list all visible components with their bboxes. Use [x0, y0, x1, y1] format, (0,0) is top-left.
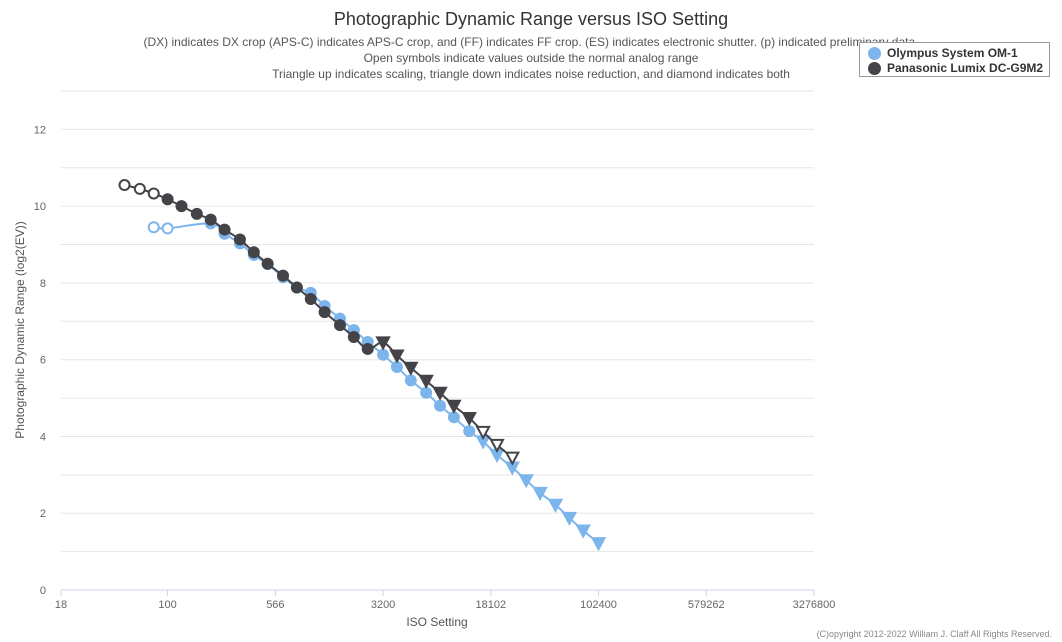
x-tick-label: 100 [158, 599, 176, 611]
data-point[interactable] [318, 306, 331, 319]
copyright-credit: (C)opyright 2012-2022 William J. Claff A… [817, 629, 1052, 639]
chart-legend: Olympus System OM-1 Panasonic Lumix DC-G… [859, 42, 1050, 77]
data-point[interactable] [233, 233, 246, 246]
x-tick-label: 18 [55, 599, 67, 611]
x-axis-ticks: 18 100 566 3200 18102 102400 579262 3276800 [55, 590, 836, 611]
series-1 [118, 179, 521, 466]
legend-marker-olympus [868, 46, 881, 60]
series-line [153, 222, 600, 544]
x-tick-label: 3200 [371, 599, 395, 611]
y-tick-label: 8 [40, 278, 46, 290]
data-point[interactable] [532, 486, 548, 501]
series-group [118, 179, 607, 552]
y-tick-label: 2 [40, 508, 46, 520]
x-tick-label: 18102 [476, 599, 507, 611]
data-point[interactable] [434, 399, 447, 412]
data-point[interactable] [277, 269, 290, 282]
y-tick-label: 4 [40, 431, 46, 443]
data-point[interactable] [118, 179, 131, 192]
data-point[interactable] [190, 207, 203, 220]
chart-subtitle-line-3: Triangle up indicates scaling, triangle … [272, 67, 790, 81]
series-line [124, 184, 513, 459]
data-point[interactable] [361, 342, 374, 355]
data-point[interactable] [375, 336, 391, 351]
x-tick-label: 3276800 [793, 599, 836, 611]
data-point[interactable] [347, 331, 360, 344]
data-point[interactable] [304, 293, 317, 306]
data-point[interactable] [547, 498, 564, 513]
y-tick-label: 10 [34, 201, 46, 213]
data-point[interactable] [418, 374, 434, 389]
y-tick-label: 6 [40, 355, 46, 367]
data-point[interactable] [561, 511, 578, 526]
legend-label-panasonic: Panasonic Lumix DC-G9M2 [887, 61, 1044, 75]
data-point[interactable] [518, 474, 534, 489]
data-point[interactable] [161, 193, 174, 206]
data-point[interactable] [175, 200, 188, 213]
data-point[interactable] [247, 246, 260, 259]
data-point[interactable] [333, 319, 346, 332]
y-tick-label: 0 [40, 585, 46, 597]
legend-label-olympus: Olympus System OM-1 [887, 46, 1018, 60]
legend-item-olympus[interactable]: Olympus System OM-1 [868, 46, 1018, 60]
data-point[interactable] [218, 223, 231, 236]
series-0 [147, 217, 607, 552]
y-axis-ticks: 0 2 4 6 8 10 12 [34, 124, 46, 597]
data-point[interactable] [161, 222, 174, 235]
data-point[interactable] [389, 349, 405, 364]
data-point[interactable] [403, 361, 419, 376]
data-point[interactable] [575, 524, 591, 539]
chart-subtitle-line-1: (DX) indicates DX crop (APS-C) indicates… [144, 35, 919, 49]
x-tick-label: 566 [266, 599, 284, 611]
data-point[interactable] [204, 213, 217, 226]
data-point[interactable] [432, 386, 448, 401]
data-point[interactable] [261, 257, 274, 270]
data-point[interactable] [463, 425, 476, 438]
data-point[interactable] [133, 182, 146, 195]
data-point[interactable] [420, 386, 433, 399]
grid-lines [61, 90, 814, 591]
y-axis-title: Photographic Dynamic Range (log2(EV)) [13, 221, 27, 438]
data-point[interactable] [147, 187, 160, 200]
data-point[interactable] [590, 537, 607, 552]
data-point[interactable] [475, 425, 491, 440]
x-tick-label: 102400 [580, 599, 617, 611]
x-tick-label: 579262 [688, 599, 725, 611]
data-point[interactable] [147, 221, 160, 234]
chart-title: Photographic Dynamic Range versus ISO Se… [334, 9, 728, 29]
x-axis-title: ISO Setting [406, 615, 467, 629]
chart-subtitle-line-2: Open symbols indicate values outside the… [364, 51, 699, 65]
data-point[interactable] [290, 281, 303, 294]
data-point[interactable] [404, 374, 417, 387]
data-point[interactable] [489, 438, 505, 453]
legend-item-panasonic[interactable]: Panasonic Lumix DC-G9M2 [868, 61, 1043, 75]
data-point[interactable] [504, 451, 521, 466]
legend-marker-panasonic [868, 61, 881, 75]
data-point[interactable] [377, 348, 390, 361]
data-point[interactable] [446, 399, 462, 414]
data-point[interactable] [461, 412, 477, 427]
y-tick-label: 12 [34, 124, 46, 136]
